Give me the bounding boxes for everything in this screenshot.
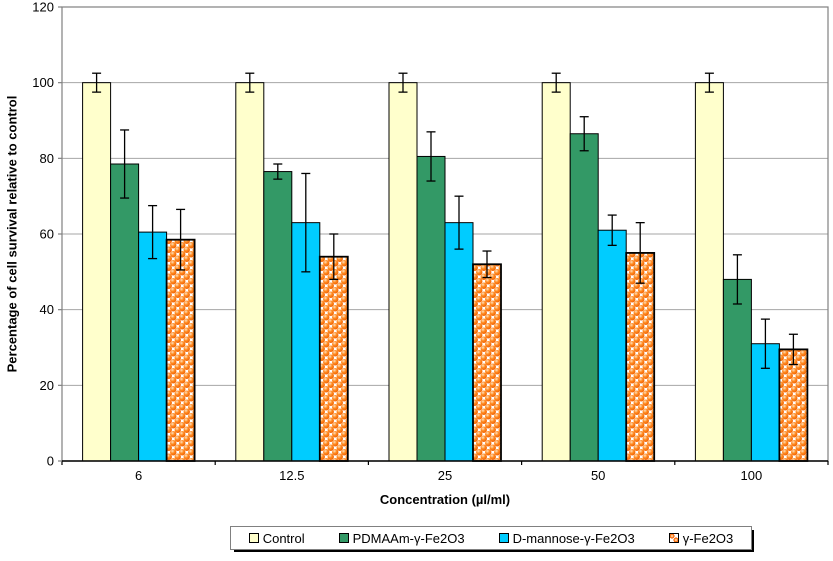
error-bar	[704, 72, 714, 93]
legend-item: γ-Fe2O3	[668, 530, 734, 546]
bar	[541, 82, 571, 462]
error-bar	[732, 254, 742, 305]
bar	[597, 229, 627, 462]
y-tick-label: 100	[32, 75, 54, 90]
error-bar	[301, 172, 311, 273]
bar	[110, 163, 140, 462]
legend-label: Control	[262, 530, 305, 546]
bar	[625, 252, 656, 462]
error-bar	[273, 163, 283, 180]
y-tick-label: 0	[47, 454, 54, 469]
bar	[722, 278, 752, 462]
error-bar	[148, 204, 158, 260]
bar	[778, 348, 809, 462]
bar	[138, 231, 168, 462]
bar	[472, 263, 502, 462]
legend-label: D-mannose-γ-Fe2O3	[512, 530, 635, 546]
legend-swatch-icon	[668, 533, 679, 543]
y-tick-label: 120	[32, 0, 54, 15]
y-tick-label: 80	[40, 151, 54, 166]
error-bar	[176, 208, 186, 271]
x-tick-label: 12.5	[279, 468, 304, 483]
error-bar	[454, 195, 464, 250]
error-bar	[426, 131, 436, 182]
error-bar	[788, 333, 798, 366]
x-tick-label: 25	[438, 468, 452, 483]
bar	[569, 133, 599, 462]
legend-item: PDMAAm-γ-Fe2O3	[338, 530, 465, 546]
error-bar	[579, 116, 589, 152]
legend-swatch-icon	[248, 533, 259, 543]
y-tick-label: 20	[40, 378, 54, 393]
bar	[318, 255, 349, 462]
error-bar	[398, 72, 408, 93]
y-tick-label: 60	[40, 227, 54, 242]
y-tick-label: 40	[40, 302, 54, 317]
x-tick-label: 6	[135, 468, 142, 483]
legend-swatch-icon	[498, 533, 509, 543]
bar	[694, 82, 724, 462]
error-bar	[482, 250, 492, 279]
plot-area: 0 20 40 60 80 100 120 6 12.5 25 50 100	[32, 0, 829, 483]
legend-label: PDMAAm-γ-Fe2O3	[352, 530, 465, 546]
error-bar	[607, 214, 617, 247]
error-bar	[329, 233, 339, 281]
x-tick-label: 100	[741, 468, 763, 483]
legend-item: Control	[248, 530, 305, 546]
error-bar	[635, 221, 645, 284]
bar	[82, 82, 112, 462]
bar	[165, 238, 196, 462]
legend-label: γ-Fe2O3	[682, 530, 734, 546]
x-axis-title: Concentration (µl/ml)	[379, 492, 511, 507]
error-bar	[760, 318, 770, 369]
legend-swatch-icon	[338, 533, 349, 543]
error-bar	[245, 72, 255, 93]
bar	[416, 155, 446, 462]
x-tick-label: 50	[591, 468, 605, 483]
error-bar	[92, 72, 102, 93]
error-bar	[551, 72, 561, 93]
bar	[388, 82, 418, 462]
legend: Control PDMAAm-γ-Fe2O3 D-mannose-γ-Fe2O3 γ-…	[230, 526, 752, 550]
bar	[444, 222, 474, 462]
error-bar	[120, 129, 130, 199]
legend-item: D-mannose-γ-Fe2O3	[498, 530, 635, 546]
bar	[235, 82, 265, 462]
bar	[263, 171, 293, 462]
